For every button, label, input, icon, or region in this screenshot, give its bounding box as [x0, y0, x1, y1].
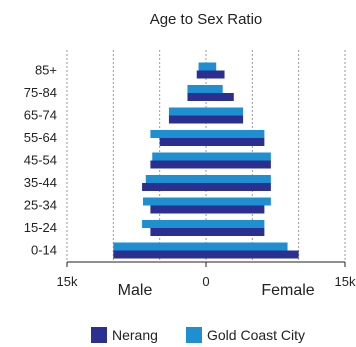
y-tick-label: 25-34 [24, 198, 57, 213]
bar-goldcoast-male [187, 85, 206, 93]
x-tick-label: 0 [202, 274, 209, 289]
bar-goldcoast-female [206, 152, 271, 161]
bar-nerang-male [159, 138, 206, 146]
bar-nerang-female [206, 138, 265, 146]
x-axis-ticks: 15k 0 15k [57, 262, 356, 289]
y-axis-labels: 0-14 15-24 25-34 35-44 45-54 55-64 65-74 75-84 8… [24, 63, 57, 258]
bar-nerang-female [206, 93, 234, 101]
bar-nerang-female [206, 183, 271, 191]
bars [113, 62, 299, 259]
y-tick-label: 0-14 [31, 243, 57, 258]
bar-goldcoast-male [142, 220, 206, 228]
y-tick-label: 55-64 [24, 130, 57, 145]
y-tick-label: 75-84 [24, 85, 57, 100]
bar-goldcoast-female [206, 107, 244, 116]
bar-goldcoast-male [113, 242, 206, 251]
bar-goldcoast-female [206, 197, 271, 206]
bar-goldcoast-female [206, 175, 271, 183]
bar-nerang-female [206, 160, 271, 169]
bar-nerang-male [196, 70, 206, 79]
bar-goldcoast-female [206, 220, 265, 228]
bar-nerang-male [168, 115, 206, 124]
legend-swatch [91, 327, 107, 343]
y-tick-label: 15-24 [24, 220, 57, 235]
legend-swatch [186, 327, 202, 343]
bar-nerang-male [187, 93, 206, 101]
bar-nerang-female [206, 70, 225, 79]
chart-title: Age to Sex Ratio [150, 11, 263, 28]
bar-goldcoast-male [150, 130, 206, 138]
bar-goldcoast-male [142, 197, 206, 206]
female-label: Female [261, 282, 314, 299]
y-tick-label: 85+ [35, 63, 57, 78]
bar-nerang-female [206, 250, 299, 259]
bar-goldcoast-male [152, 152, 206, 161]
bar-nerang-male [150, 228, 206, 236]
bar-nerang-male [150, 160, 206, 169]
legend-label: Gold Coast City [207, 327, 305, 343]
bar-goldcoast-female [206, 242, 288, 251]
legend: Nerang Gold Coast City [91, 327, 305, 343]
male-label: Male [118, 282, 153, 299]
bar-nerang-male [150, 205, 206, 214]
bar-nerang-female [206, 205, 265, 214]
bar-goldcoast-female [206, 85, 223, 93]
bar-goldcoast-female [206, 130, 265, 138]
bar-goldcoast-male [145, 175, 206, 183]
y-tick-label: 65-74 [24, 108, 57, 123]
x-tick-label: 15k [335, 274, 356, 289]
bar-nerang-male [142, 183, 206, 191]
bar-nerang-female [206, 115, 244, 124]
y-tick-label: 35-44 [24, 175, 57, 190]
y-tick-label: 45-54 [24, 153, 57, 168]
x-tick-label: 15k [57, 274, 78, 289]
bar-goldcoast-male [168, 107, 206, 116]
bar-nerang-male [113, 250, 206, 259]
bar-goldcoast-female [206, 62, 217, 71]
legend-label: Nerang [112, 327, 158, 343]
bar-goldcoast-male [198, 62, 206, 71]
bar-nerang-female [206, 228, 265, 236]
